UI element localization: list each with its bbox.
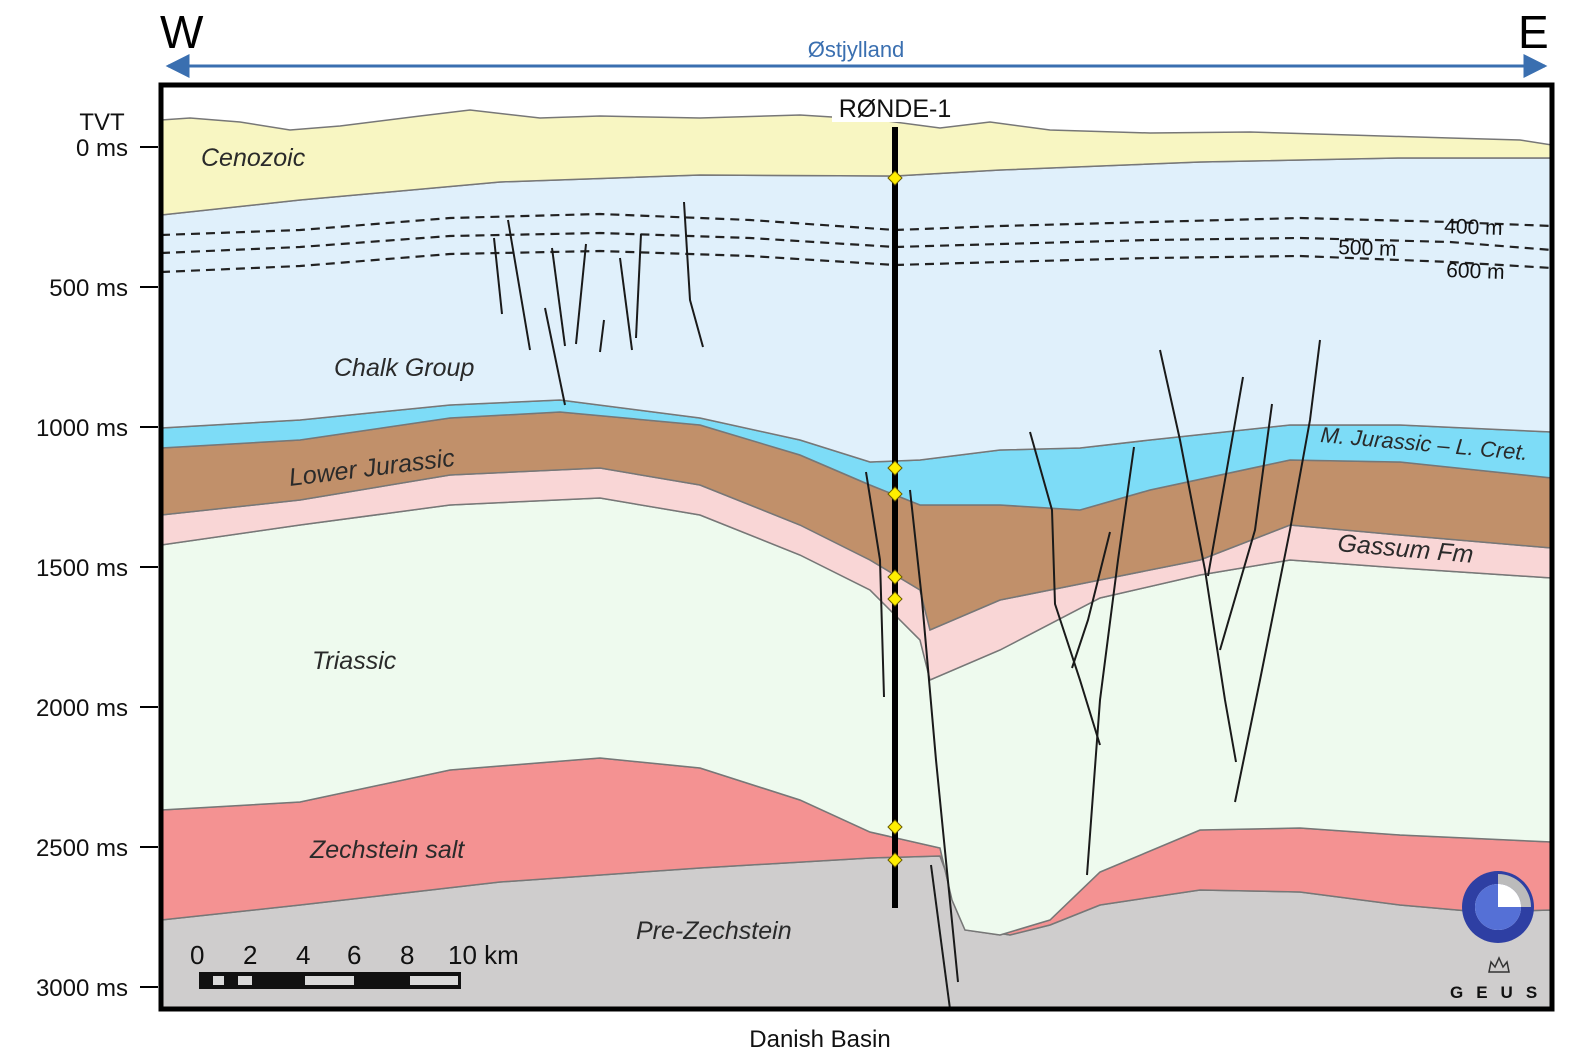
axis-tick-label: 2500 ms [36,835,128,862]
east-direction-label: E [1518,6,1549,58]
fault-lines [493,201,1321,1009]
axis-tick-label: 1000 ms [36,415,128,442]
contour-label-400: 400 m [1444,215,1503,240]
well-marker [887,569,903,585]
well-marker [887,460,903,476]
axis-tick-label: 1500 ms [36,555,128,582]
label-chalk-group: Chalk Group [334,354,474,382]
axis-tick-label: 0 ms [76,135,128,162]
crown-icon [1488,956,1510,973]
well-name-label: RØNDE-1 [839,95,952,123]
well-marker [887,852,903,868]
label-pre-zechstein: Pre-Zechstein [636,917,792,945]
time-axis: TVT 0 ms 500 ms 1000 ms 1500 ms 2000 ms … [36,109,158,1002]
label-cenozoic: Cenozoic [201,144,306,172]
scale-tick-label: 0 [190,940,204,970]
label-triassic: Triassic [312,647,397,675]
scale-tick-label: 8 [400,940,414,970]
axis-title: TVT [79,109,125,136]
geus-logo: GEUS [1450,871,1550,1002]
axis-tick-label: 500 ms [49,275,128,302]
contour-label-600: 600 m [1446,259,1505,284]
section-body: Cenozoic Chalk Group M. Jurassic – L. Cr… [161,85,1552,1009]
contour-label-500: 500 m [1338,236,1397,261]
scale-tick-label: 2 [243,940,257,970]
region-label: Østjylland [808,37,905,62]
basin-label: Danish Basin [749,1026,890,1053]
logo-text: GEUS [1450,983,1550,1002]
axis-tick-label: 3000 ms [36,975,128,1002]
well-formation-markers [887,170,903,868]
well-marker [887,819,903,835]
axis-tick-label: 2000 ms [36,695,128,722]
section-frame [158,82,1555,1012]
well-marker [887,486,903,502]
scale-tick-label: 10 km [448,940,519,970]
west-direction-label: W [160,6,204,58]
label-zechstein-salt: Zechstein salt [309,836,465,864]
well-marker [887,170,903,186]
scale-tick-label: 4 [296,940,310,970]
well-marker [887,591,903,607]
scale-tick-label: 6 [347,940,361,970]
scale-bar: 0 2 4 6 8 10 km [190,940,519,989]
